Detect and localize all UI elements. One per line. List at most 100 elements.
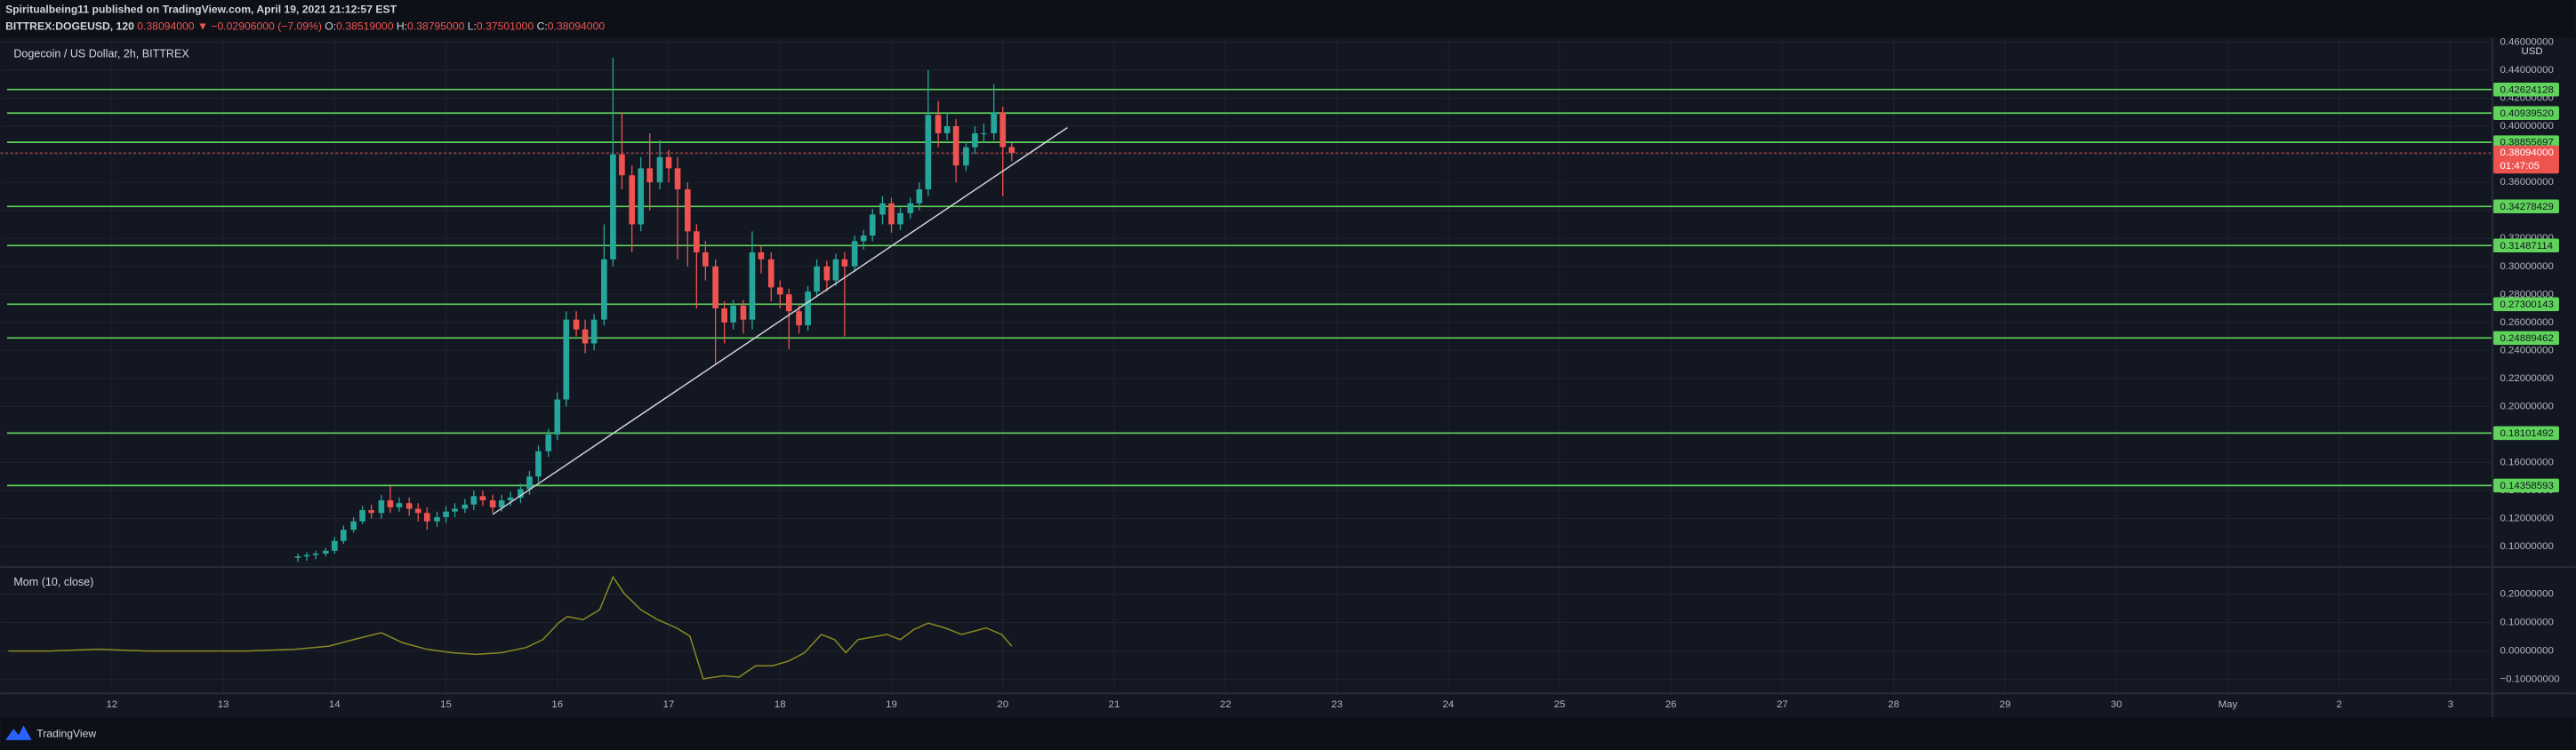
candle-body: [387, 500, 394, 507]
candle-body: [350, 521, 357, 531]
candle-body: [414, 508, 421, 514]
x-tick-label: 23: [1331, 699, 1343, 710]
o-value: 0.38519000: [336, 20, 394, 33]
h-value: 0.38795000: [407, 20, 465, 33]
candle-body: [674, 168, 681, 190]
candle-body: [952, 126, 959, 166]
candle-body: [740, 305, 747, 320]
candle-body: [619, 154, 625, 176]
candle-body: [981, 132, 987, 135]
candle-body: [730, 305, 736, 323]
candle-body: [860, 235, 867, 242]
candle-body: [767, 259, 774, 288]
candle-body: [749, 251, 756, 320]
candle-body: [712, 266, 718, 309]
header-bar: [0, 0, 2576, 38]
x-tick-label: 30: [2111, 699, 2123, 710]
level-label-box: [2493, 426, 2559, 441]
last-price-label: 0.38094000: [2500, 148, 2553, 158]
candle-body: [841, 259, 848, 267]
x-tick-label: 15: [440, 699, 452, 710]
candle-body: [518, 489, 524, 498]
change: ▼ −0.02906000 (−7.09%): [197, 20, 322, 33]
y-tick-label: 0.26000000: [2500, 317, 2553, 328]
level-label-box: [2493, 331, 2559, 346]
x-tick-label: 29: [2000, 699, 2011, 710]
y-tick-label: 0.22000000: [2500, 373, 2553, 384]
candle-body: [785, 294, 792, 312]
y-tick-label: 0.10000000: [2500, 541, 2553, 552]
candle-body: [656, 156, 663, 183]
y-tick-label: 0.40000000: [2500, 121, 2553, 132]
candle-body: [897, 212, 903, 225]
candle-body: [869, 214, 876, 236]
candle-body: [470, 496, 477, 505]
x-tick-label: 2: [2336, 699, 2341, 710]
last: 0.38094000: [137, 20, 195, 33]
level-label-box: [2493, 297, 2559, 312]
level-label-box: [2493, 106, 2559, 121]
candle-body: [396, 503, 403, 507]
candle-body: [423, 513, 430, 522]
x-tick-label: 25: [1554, 699, 1566, 710]
candle-body: [341, 530, 347, 541]
y-tick-label: 0.44000000: [2500, 65, 2553, 76]
candle-body: [368, 510, 374, 514]
c-value: 0.38094000: [548, 20, 606, 33]
pane-title: Mom (10, close): [13, 576, 93, 588]
l-value: 0.37501000: [477, 20, 534, 33]
y-tick-label: 0.28000000: [2500, 289, 2553, 299]
candle-body: [1008, 147, 1015, 154]
candle-body: [498, 500, 505, 507]
x-tick-label: 13: [218, 699, 229, 710]
candle-body: [935, 115, 942, 133]
candle-body: [638, 168, 645, 225]
candle-body: [665, 156, 672, 169]
level-label-box: [2493, 238, 2559, 253]
candle-body: [489, 500, 496, 507]
y-tick-label: 0.20000000: [2500, 589, 2553, 600]
x-tick-label: 16: [551, 699, 563, 710]
level-label-box: [2493, 478, 2559, 493]
x-tick-label: May: [2219, 699, 2238, 710]
x-tick-label: 24: [1442, 699, 1454, 710]
pane-title: Dogecoin / US Dollar, 2h, BITTREX: [13, 47, 189, 60]
x-tick-label: 17: [663, 699, 675, 710]
candle-body: [322, 550, 329, 554]
candle-body: [721, 308, 727, 323]
candle-body: [443, 511, 449, 517]
candle-body: [758, 251, 765, 259]
candle-body: [694, 231, 700, 252]
level-label: 0.18101492: [2500, 428, 2553, 439]
y-tick-label: 0.24000000: [2500, 345, 2553, 355]
candle-body: [452, 508, 458, 512]
y-axis-label: USD: [2521, 46, 2542, 57]
candle-body: [610, 154, 616, 259]
candle-body: [563, 319, 570, 400]
candle-body: [545, 434, 552, 451]
publisher: Spiritualbeing11 published on TradingVie…: [5, 3, 397, 15]
candle-body: [378, 500, 385, 514]
momentum-line: [8, 575, 1013, 680]
y-tick-label: −0.10000000: [2500, 674, 2559, 685]
candle-body: [294, 556, 301, 558]
candle-body: [832, 259, 839, 281]
candle-body: [823, 266, 831, 281]
candle-body: [805, 291, 811, 325]
x-tick-label: 20: [997, 699, 1008, 710]
candle-body: [573, 319, 580, 330]
symbol: BITTREX:DOGEUSD, 120: [5, 20, 134, 33]
candle-body: [405, 503, 413, 509]
level-label: 0.27300143: [2500, 299, 2553, 310]
candle-body: [535, 451, 542, 477]
candle-body: [359, 510, 365, 522]
x-tick-label: 18: [774, 699, 786, 710]
candle-body: [507, 497, 514, 501]
level-label: 0.34278429: [2500, 202, 2553, 212]
x-tick-label: 22: [1220, 699, 1232, 710]
level-label: 0.31487114: [2500, 241, 2553, 251]
c-label: C:: [537, 20, 548, 33]
y-tick-label: 0.20000000: [2500, 401, 2553, 411]
